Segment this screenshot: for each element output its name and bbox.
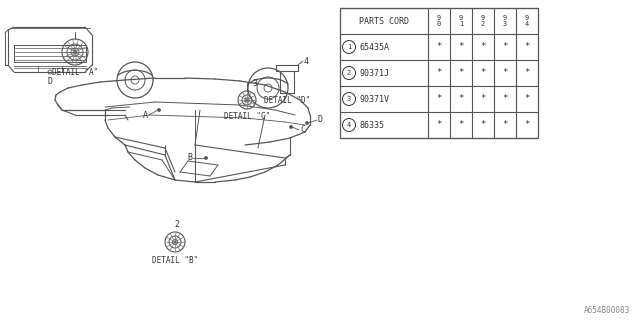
Text: 90371J: 90371J [359,68,389,77]
Text: 1: 1 [347,44,351,50]
Text: B: B [187,154,192,163]
Text: A654B00083: A654B00083 [584,306,630,315]
Text: *: * [524,94,530,103]
Text: D: D [318,116,323,124]
Text: PARTS CORD: PARTS CORD [359,17,409,26]
Text: *: * [436,43,442,52]
Text: *: * [502,94,508,103]
Text: 2: 2 [175,220,179,229]
Text: *: * [458,94,464,103]
Text: 9
2: 9 2 [481,15,485,27]
Text: *: * [458,68,464,77]
Text: A: A [143,110,148,119]
Text: 65435A: 65435A [359,43,389,52]
Text: 9
1: 9 1 [459,15,463,27]
Text: *: * [502,121,508,130]
Text: 3: 3 [252,78,257,87]
Text: C: C [300,125,305,134]
Circle shape [157,108,161,111]
Bar [340,8,538,138]
Text: *: * [480,43,486,52]
Text: 9
0: 9 0 [437,15,441,27]
Text: *: * [524,43,530,52]
Text: *: * [436,68,442,77]
Text: 86335: 86335 [359,121,384,130]
Text: *: * [480,68,486,77]
Text: *: * [480,94,486,103]
Text: 9
4: 9 4 [525,15,529,27]
Circle shape [289,125,292,129]
Text: DETAIL "C": DETAIL "C" [224,112,270,121]
Text: *: * [524,68,530,77]
Text: 90371V: 90371V [359,94,389,103]
Text: DETAIL "B": DETAIL "B" [152,256,198,265]
Circle shape [205,156,207,159]
Text: 3: 3 [347,96,351,102]
Text: 4: 4 [304,57,309,66]
Text: *: * [480,121,486,130]
Text: 9
3: 9 3 [503,15,507,27]
Text: *: * [436,121,442,130]
Text: DETAIL "A": DETAIL "A" [52,68,98,77]
Text: D: D [47,77,52,86]
Circle shape [305,122,308,124]
Text: 2: 2 [347,70,351,76]
Text: DETAIL "D": DETAIL "D" [264,96,310,105]
Text: 4: 4 [347,122,351,128]
Text: *: * [436,94,442,103]
Text: *: * [524,121,530,130]
Text: *: * [458,43,464,52]
Text: *: * [502,68,508,77]
Bar [280,71,294,93]
Text: *: * [458,121,464,130]
Text: *: * [502,43,508,52]
